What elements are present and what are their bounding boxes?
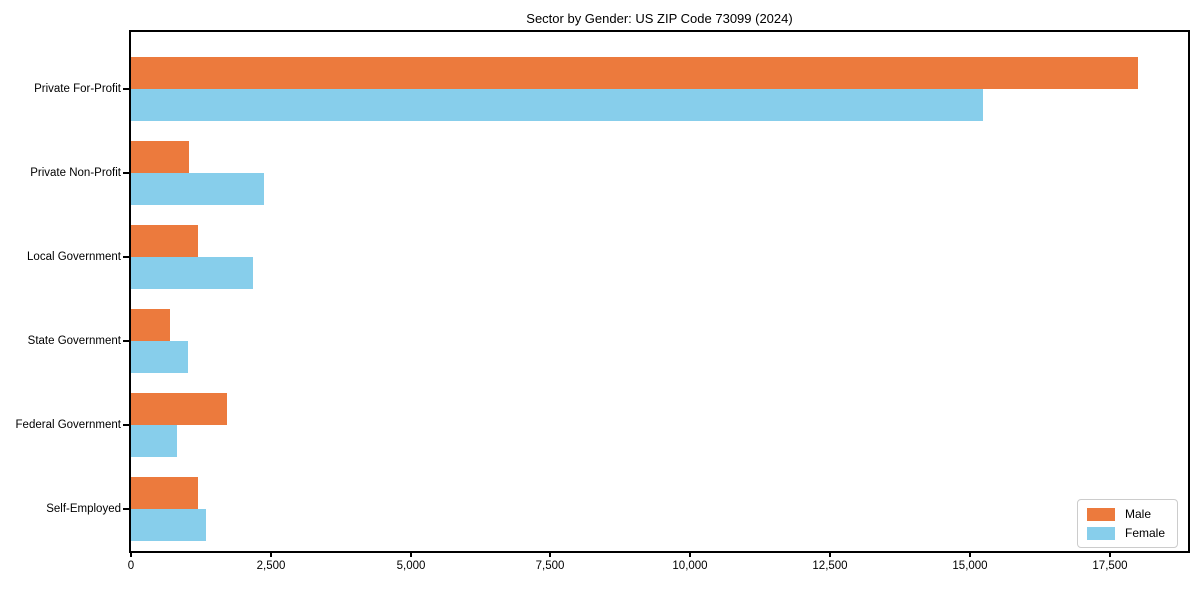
x-tick-mark	[1109, 551, 1111, 557]
x-tick-label: 15,000	[952, 560, 988, 572]
x-tick-mark	[829, 551, 831, 557]
y-tick-mark	[123, 172, 129, 174]
y-tick-label: Local Government	[27, 251, 121, 263]
x-tick-label: 10,000	[672, 560, 708, 572]
bar-federal-government-female	[131, 425, 177, 457]
y-tick-label: State Government	[27, 335, 121, 347]
bar-local-government-female	[131, 257, 253, 289]
bar-local-government-male	[131, 225, 198, 257]
x-tick-mark	[689, 551, 691, 557]
y-tick-mark	[123, 88, 129, 90]
y-tick-label: Self-Employed	[46, 503, 121, 515]
legend-swatch-male	[1086, 507, 1115, 521]
y-tick-mark	[123, 340, 129, 342]
y-tick-mark	[123, 256, 129, 258]
y-tick-label: Private For-Profit	[34, 83, 121, 95]
bar-self-employed-male	[131, 477, 198, 509]
y-tick-label: Federal Government	[15, 419, 121, 431]
bar-private-non-profit-female	[131, 173, 264, 205]
y-tick-mark	[123, 424, 129, 426]
legend-item-female: Female	[1086, 526, 1165, 540]
x-tick-label: 0	[127, 560, 135, 572]
x-tick-label: 7,500	[535, 560, 565, 572]
bar-private-for-profit-male	[131, 57, 1138, 89]
bar-state-government-female	[131, 341, 188, 373]
plot-area	[131, 32, 1188, 551]
y-tick-mark	[123, 508, 129, 510]
x-tick-mark	[549, 551, 551, 557]
x-tick-mark	[969, 551, 971, 557]
bar-self-employed-female	[131, 509, 206, 541]
x-tick-label: 5,000	[396, 560, 426, 572]
bar-state-government-male	[131, 309, 170, 341]
bar-private-non-profit-male	[131, 141, 189, 173]
x-tick-label: 17,500	[1092, 560, 1128, 572]
x-tick-mark	[410, 551, 412, 557]
x-tick-label: 2,500	[256, 560, 286, 572]
legend-label-female: Female	[1124, 526, 1165, 540]
bar-private-for-profit-female	[131, 89, 983, 121]
legend-item-male: Male	[1086, 507, 1165, 521]
x-tick-label: 12,500	[812, 560, 848, 572]
bar-federal-government-male	[131, 393, 227, 425]
x-tick-mark	[270, 551, 272, 557]
y-tick-label: Private Non-Profit	[30, 167, 121, 179]
x-tick-mark	[130, 551, 132, 557]
legend-label-male: Male	[1124, 507, 1151, 521]
chart-title: Sector by Gender: US ZIP Code 73099 (202…	[526, 11, 793, 26]
legend-swatch-female	[1086, 526, 1115, 540]
legend: Male Female	[1076, 499, 1178, 548]
